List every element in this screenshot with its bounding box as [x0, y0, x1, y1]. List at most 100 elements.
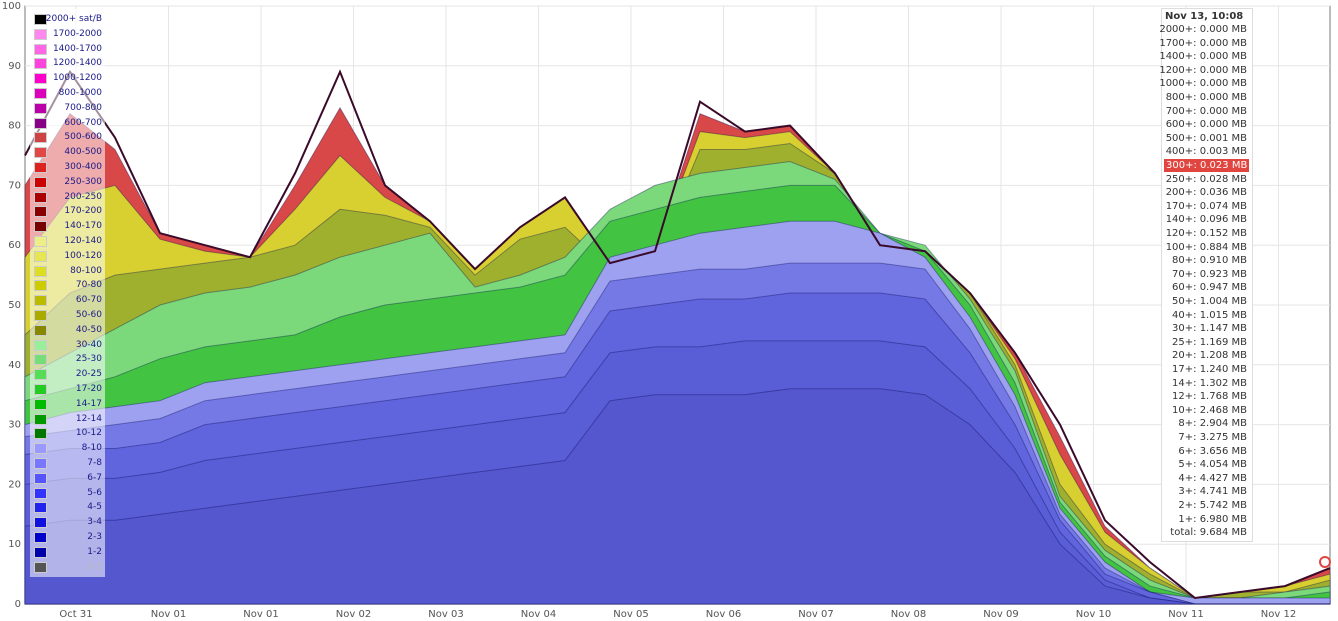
legend-label: 7-8 — [87, 458, 102, 468]
x-tick-label: Nov 08 — [891, 609, 926, 620]
legend-item[interactable]: 70-80 — [30, 278, 105, 292]
legend-item[interactable]: 170-200 — [30, 204, 105, 218]
legend-label: 1-2 — [87, 546, 102, 557]
legend-item[interactable]: 30-40 — [30, 338, 105, 352]
tooltip-row: 1200+: 0.000 MB — [1159, 64, 1247, 76]
legend-item[interactable]: 1-2 — [30, 545, 105, 559]
y-tick-label: 70 — [8, 180, 21, 191]
tooltip: Nov 13, 10:08 2000+: 0.000 MB 1700+: 0.00… — [1159, 8, 1253, 542]
legend-item[interactable]: 800-1000 — [30, 86, 105, 100]
legend-item[interactable]: 1200-1400 — [30, 56, 105, 70]
legend-item[interactable]: 8-10 — [30, 441, 105, 455]
tooltip-row: 80+: 0.910 MB — [1172, 255, 1247, 267]
legend-swatch — [34, 472, 47, 484]
tooltip-title: Nov 13, 10:08 — [1165, 11, 1244, 22]
legend-item[interactable]: 600-700 — [30, 116, 105, 130]
legend-item[interactable]: 300-400 — [30, 160, 105, 174]
legend-item[interactable]: 5-6 — [30, 486, 105, 500]
legend-item[interactable]: 1700-2000 — [30, 27, 105, 41]
legend-label: 120-140 — [64, 236, 102, 246]
tooltip-row: 70+: 0.923 MB — [1172, 268, 1247, 280]
tooltip-row: 14+: 1.302 MB — [1172, 377, 1247, 389]
legend-swatch — [34, 443, 47, 455]
band-area-1-2 — [24, 388, 1330, 605]
legend-item[interactable]: 700-800 — [30, 101, 105, 115]
legend-label: 25-30 — [75, 354, 102, 365]
tooltip-row: 200+: 0.036 MB — [1165, 187, 1247, 199]
legend-item[interactable]: 0-1 — [30, 560, 105, 574]
legend-swatch — [34, 324, 47, 336]
tooltip-row: 30+: 1.147 MB — [1172, 323, 1247, 335]
legend-item[interactable]: 50-60 — [30, 308, 105, 322]
legend-item[interactable]: 17-20 — [30, 382, 105, 396]
x-tick-label: Nov 01 — [243, 609, 278, 620]
legend-item[interactable]: 140-170 — [30, 219, 105, 233]
hover-marker[interactable] — [1319, 556, 1331, 568]
tooltip-row: 20+: 1.208 MB — [1172, 350, 1247, 362]
legend-item[interactable]: 25-30 — [30, 352, 105, 366]
legend-swatch — [34, 398, 47, 410]
legend-item[interactable]: 500-600 — [30, 130, 105, 144]
tooltip-row: total: 9.684 MB — [1170, 527, 1247, 539]
legend-item[interactable]: 6-7 — [30, 471, 105, 485]
tooltip-row: 2+: 5.742 MB — [1178, 500, 1247, 511]
tooltip-row: 140+: 0.096 MB — [1165, 214, 1247, 226]
legend-item[interactable]: 10-12 — [30, 426, 105, 440]
legend-item[interactable]: 4-5 — [30, 500, 105, 514]
legend-item[interactable]: 12-14 — [30, 412, 105, 426]
legend-item[interactable]: 2-3 — [30, 530, 105, 544]
legend-item[interactable]: 1400-1700 — [30, 42, 105, 56]
legend-swatch — [34, 88, 47, 99]
x-axis-ticks: Oct 31 Nov 01 Nov 01 Nov 02 Nov 03 Nov 04 Nov … — [59, 609, 1296, 620]
tooltip-row: 3+: 4.741 MB — [1178, 486, 1247, 498]
y-tick-label: 40 — [8, 360, 21, 371]
legend-item[interactable]: 20-25 — [30, 367, 105, 381]
legend-item[interactable]: 60-70 — [30, 293, 105, 307]
legend-swatch — [34, 517, 47, 529]
tooltip-row: 2000+: 0.000 MB — [1159, 24, 1247, 35]
tooltip-row: 17+: 1.240 MB — [1172, 364, 1247, 375]
legend-label: 8-10 — [81, 443, 102, 454]
y-tick-label: 30 — [8, 420, 21, 431]
legend-item[interactable]: 120-140 — [30, 234, 105, 248]
tooltip-row: 600+: 0.000 MB — [1165, 119, 1247, 131]
legend-item[interactable]: 100-120 — [30, 249, 105, 263]
legend-swatch — [34, 310, 47, 321]
legend-label: 170-200 — [64, 206, 102, 217]
y-tick-label: 90 — [8, 61, 21, 72]
legend-label: 0-1 — [87, 561, 102, 572]
legend-label: 20-25 — [75, 369, 102, 380]
legend-swatch — [34, 14, 47, 25]
legend-item[interactable]: 400-500 — [30, 145, 105, 159]
tooltip-row: 100+: 0.884 MB — [1165, 241, 1247, 253]
legend-label: 1200-1400 — [52, 58, 102, 69]
legend-label: 100-120 — [64, 250, 102, 261]
x-tick-label: Oct 31 — [59, 609, 92, 620]
legend-label: 4-5 — [87, 502, 102, 513]
legend-item[interactable]: 7-8 — [30, 456, 105, 470]
total-outline — [24, 69, 1331, 600]
legend-item[interactable]: 3-4 — [30, 515, 105, 529]
legend-swatch — [34, 561, 47, 573]
x-tick-label: Nov 10 — [1076, 609, 1111, 620]
tooltip-row: 7+: 3.275 MB — [1178, 432, 1247, 443]
legend-item[interactable]: 80-100 — [30, 264, 105, 278]
legend-item[interactable]: 40-50 — [30, 323, 105, 337]
legend-item[interactable]: 14-17 — [30, 397, 105, 411]
legend-swatch — [34, 265, 47, 277]
legend-label: 17-20 — [75, 384, 102, 394]
legend-label: 30-40 — [75, 339, 102, 350]
tooltip-row: 1000+: 0.000 MB — [1159, 78, 1247, 90]
legend-swatch — [34, 458, 47, 469]
legend-label: 400-500 — [64, 147, 102, 158]
tooltip-row: 60+: 0.947 MB — [1172, 282, 1247, 294]
legend-item[interactable]: 1000-1200 — [30, 71, 105, 85]
tooltip-row: 250+: 0.028 MB — [1165, 173, 1247, 185]
x-tick-label: Nov 07 — [798, 609, 833, 620]
legend-item[interactable]: 200-250 — [30, 190, 105, 204]
legend-swatch — [34, 58, 47, 70]
legend-item[interactable]: 2000+ sat/B — [30, 12, 105, 26]
tooltip-row: 500+: 0.001 MB — [1165, 132, 1247, 144]
legend-label: 700-800 — [64, 102, 102, 113]
legend-item[interactable]: 250-300 — [30, 175, 105, 189]
